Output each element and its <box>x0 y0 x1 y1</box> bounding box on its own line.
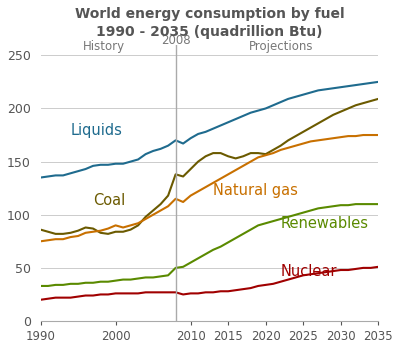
Text: Coal: Coal <box>93 193 125 208</box>
Title: World energy consumption by fuel
1990 - 2035 (quadrillion Btu): World energy consumption by fuel 1990 - … <box>74 7 344 39</box>
Text: Natural gas: Natural gas <box>213 183 298 198</box>
Text: Projections: Projections <box>248 40 313 53</box>
Text: History: History <box>83 40 125 53</box>
Text: Renewables: Renewables <box>281 216 369 231</box>
Text: Nuclear: Nuclear <box>281 264 337 279</box>
Text: 2008: 2008 <box>161 34 190 47</box>
Text: Liquids: Liquids <box>70 123 122 138</box>
